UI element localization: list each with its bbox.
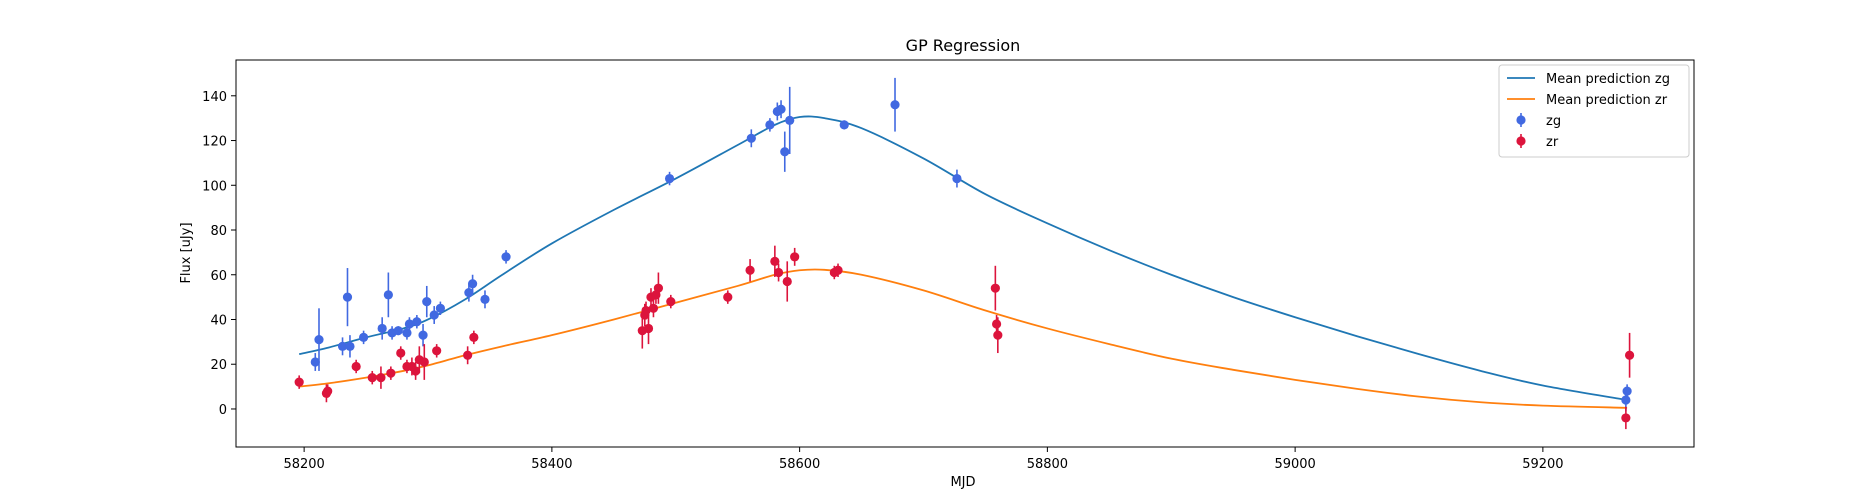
data-point [396,348,405,357]
data-point [774,268,783,277]
legend-swatch-zr [1516,136,1525,145]
y-axis-label: Flux [uJy] [179,222,194,283]
data-point [295,378,304,387]
data-point [501,252,510,261]
y-tick-label: 120 [202,135,227,150]
chart-title: GP Regression [906,36,1021,55]
x-tick-label: 58200 [283,457,324,472]
data-point [359,333,368,342]
data-point [666,297,675,306]
data-point [480,295,489,304]
legend-label: Mean prediction zg [1546,72,1670,87]
data-point [412,317,421,326]
data-point [376,373,385,382]
y-tick-label: 20 [210,358,227,373]
data-point [384,290,393,299]
x-axis-label: MJD [950,475,975,490]
y-tick-label: 100 [202,179,227,194]
data-point [654,284,663,293]
data-point [1621,413,1630,422]
data-point [776,105,785,114]
y-tick-label: 140 [202,90,227,105]
data-point [418,331,427,340]
data-point [649,304,658,313]
data-point [991,284,1000,293]
data-point [343,293,352,302]
data-point [644,324,653,333]
legend-label: zr [1546,135,1559,150]
data-point [468,279,477,288]
data-point [1623,386,1632,395]
data-point [747,134,756,143]
data-point [890,100,899,109]
x-tick-label: 58600 [779,457,820,472]
data-point [469,333,478,342]
x-tick-label: 59000 [1274,457,1315,472]
data-point [368,373,377,382]
data-point [833,266,842,275]
legend: Mean prediction zg Mean prediction zr zg zr [1499,65,1689,157]
legend-label: Mean prediction zr [1546,93,1668,108]
data-point [992,319,1001,328]
data-point [765,120,774,129]
data-point [840,120,849,129]
data-point [420,357,429,366]
data-point [665,174,674,183]
data-point [1621,395,1630,404]
y-tick-label: 80 [210,224,227,239]
data-point [394,326,403,335]
x-tick-label: 58400 [531,457,572,472]
y-tick-label: 60 [210,269,227,284]
data-point [745,266,754,275]
data-point [314,335,323,344]
y-tick-label: 40 [210,313,227,328]
x-tick-label: 58800 [1027,457,1068,472]
data-point [432,346,441,355]
data-point [345,342,354,351]
data-point [785,116,794,125]
x-tick-label: 59200 [1522,457,1563,472]
data-point [780,147,789,156]
data-point [323,386,332,395]
data-point [378,324,387,333]
data-point [790,252,799,261]
y-tick-label: 0 [219,403,227,418]
legend-swatch-zg [1516,115,1525,124]
legend-label: zg [1546,114,1561,129]
data-point [1625,351,1634,360]
data-point [386,369,395,378]
data-point [463,351,472,360]
data-point [436,304,445,313]
data-point [952,174,961,183]
data-point [352,362,361,371]
data-point [723,293,732,302]
data-point [993,331,1002,340]
data-point [783,277,792,286]
data-point [422,297,431,306]
